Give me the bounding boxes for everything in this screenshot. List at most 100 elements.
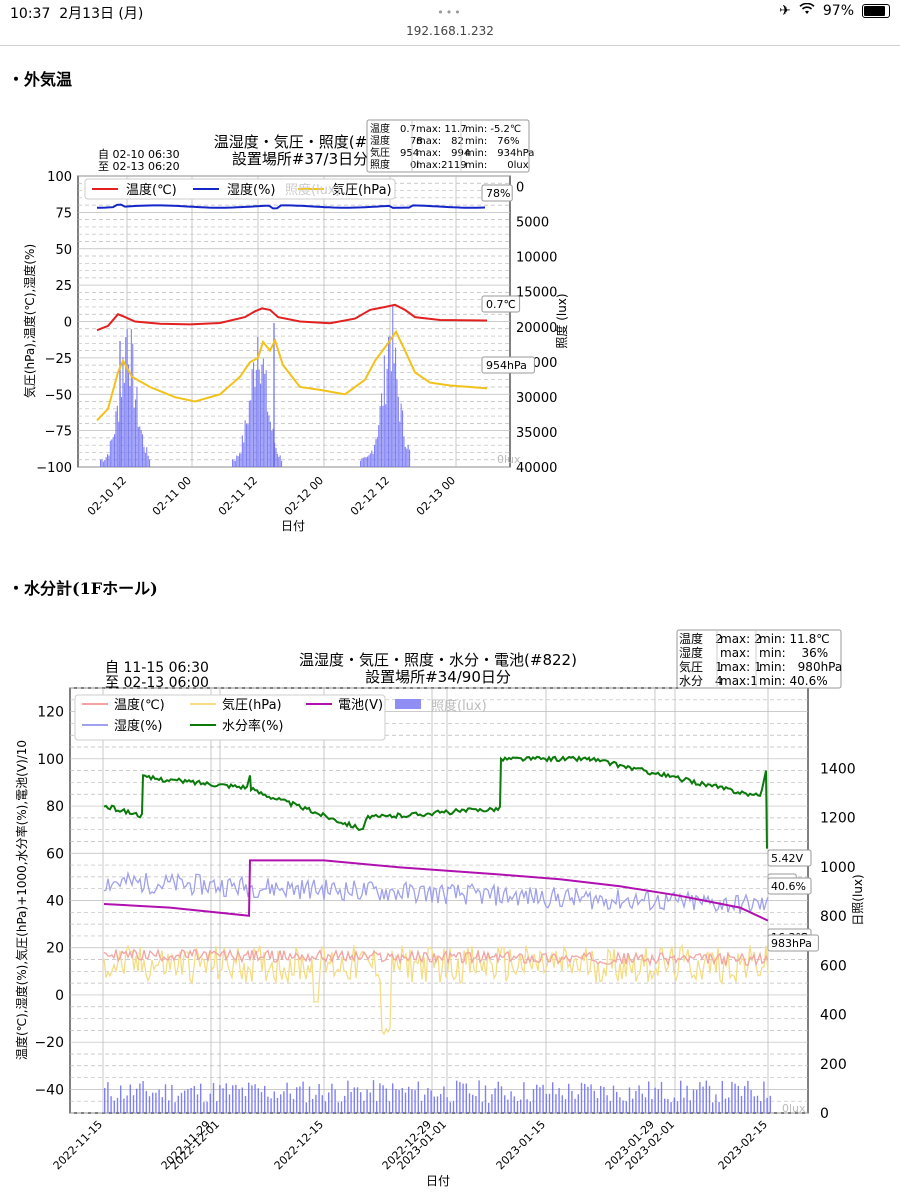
lux-bar — [393, 363, 395, 467]
lux-bar — [247, 424, 249, 467]
lux-bar — [104, 460, 106, 467]
lux-bar — [248, 1082, 250, 1113]
stats-min: min: -5.2℃ — [465, 124, 521, 135]
lux-bar — [324, 1101, 327, 1113]
lux-bar — [374, 445, 376, 467]
lux-bar — [146, 447, 148, 467]
lux-bar — [708, 1085, 711, 1113]
stats-box — [366, 119, 530, 173]
lux-bar — [296, 1087, 298, 1113]
lux-bar — [137, 426, 139, 467]
lux-bar — [142, 1081, 144, 1113]
lux-bar — [270, 1098, 272, 1113]
lux-bar — [251, 369, 253, 467]
legend-label: 温度(℃) — [114, 697, 165, 713]
lux-bar — [148, 1096, 151, 1113]
lux-bar — [114, 434, 116, 467]
legend-label-faded: 照度(lux) — [285, 182, 341, 198]
lux-bar — [760, 1100, 762, 1113]
lux-bar — [446, 1097, 448, 1113]
legend-label: 気圧(hPa) — [332, 182, 392, 198]
y-left-tick: 75 — [55, 206, 72, 221]
lux-bar — [200, 1083, 202, 1113]
lux-bar — [158, 1089, 160, 1113]
y-right-tick: 30000 — [516, 391, 557, 406]
value-label-box — [481, 356, 535, 374]
divider — [0, 45, 900, 46]
y-right-tick: 5000 — [516, 216, 549, 231]
lux-bar — [395, 347, 397, 467]
x-tick: 2023-01-15 — [494, 1118, 548, 1172]
legend-label: 水分率(%) — [222, 718, 284, 734]
lux-bar — [239, 453, 241, 467]
lux-bar — [488, 1102, 490, 1113]
lux-bar — [135, 399, 137, 467]
lux-bar — [417, 1081, 419, 1113]
lux-bar — [664, 1098, 666, 1113]
lux-bar — [539, 1087, 541, 1113]
lux-bar — [392, 1083, 394, 1113]
lux-bar — [347, 1080, 349, 1113]
stats-now: 湿度 78 — [370, 134, 423, 147]
address-bar[interactable]: 192.168.1.232 — [406, 24, 494, 38]
lux-bar — [281, 460, 283, 467]
range-to: 至 02-13 06:20 — [98, 160, 180, 173]
lux-bar — [628, 1087, 631, 1113]
lux-bar — [734, 1083, 736, 1113]
y-left-label: 温度(℃),湿度(%),気圧(hPa)+1000,水分率(%),電池(V)/10 — [14, 740, 29, 1060]
status-time: 10:37 2月13日 (月) — [10, 6, 144, 22]
lux-bar — [228, 1094, 231, 1113]
lux-bar — [289, 1093, 291, 1113]
lux-bar — [756, 1095, 759, 1113]
lux-bar — [769, 1095, 771, 1113]
lux-bar — [248, 400, 250, 467]
lux-bar — [478, 1080, 480, 1113]
y-right-tick: 600 — [820, 958, 847, 974]
lux-bar — [510, 1091, 512, 1113]
x-tick: 2023-02-15 — [716, 1118, 770, 1172]
lux-bar — [292, 1098, 295, 1113]
lux-bar — [376, 436, 378, 467]
lux-bar — [580, 1082, 583, 1113]
stats-min: min: 76% — [465, 136, 519, 147]
stats-now: 気圧 954 — [370, 146, 419, 159]
lux-bar — [132, 1095, 135, 1113]
lux-bar — [459, 1081, 461, 1113]
lux-bar — [318, 1083, 320, 1113]
x-tick: 2022-11-15 — [51, 1118, 105, 1172]
lux-bar — [376, 1100, 378, 1113]
lux-bar — [356, 1087, 359, 1113]
lux-bar — [683, 1097, 685, 1113]
lux-bar — [403, 436, 405, 467]
lux-bar — [257, 1088, 259, 1113]
lux-bar — [241, 435, 243, 467]
lux-bar — [389, 335, 391, 467]
lux-bar — [375, 439, 377, 467]
lux-bar — [587, 1086, 589, 1113]
lux-bar — [321, 1095, 323, 1113]
lux-bar — [667, 1098, 669, 1113]
lux-bar — [235, 1084, 237, 1113]
lux-bar — [372, 453, 374, 467]
lux-bar — [718, 1101, 720, 1113]
lux-bar — [275, 447, 277, 467]
tab-dots[interactable]: ••• — [437, 6, 463, 19]
lux-bar — [571, 1090, 573, 1113]
y-right-tick: 1000 — [820, 860, 856, 876]
legend-box — [74, 694, 386, 741]
lux-bar — [144, 452, 146, 467]
lux-bar — [101, 459, 103, 467]
lux-bar — [388, 1101, 391, 1113]
lux-bar — [382, 405, 384, 467]
lux-bar — [340, 1101, 343, 1113]
lux-bar — [433, 1096, 435, 1113]
y-right-tick: 0 — [516, 181, 524, 196]
lux-bar — [561, 1095, 563, 1113]
lux-bar — [283, 1091, 285, 1113]
lux-bar — [264, 373, 266, 467]
lux-bar — [529, 1101, 531, 1113]
range-from: 自 11-15 06:30 — [105, 660, 209, 676]
y-right-tick: 10000 — [516, 251, 557, 266]
lux-bar — [143, 447, 145, 467]
lux-bar — [105, 457, 107, 467]
